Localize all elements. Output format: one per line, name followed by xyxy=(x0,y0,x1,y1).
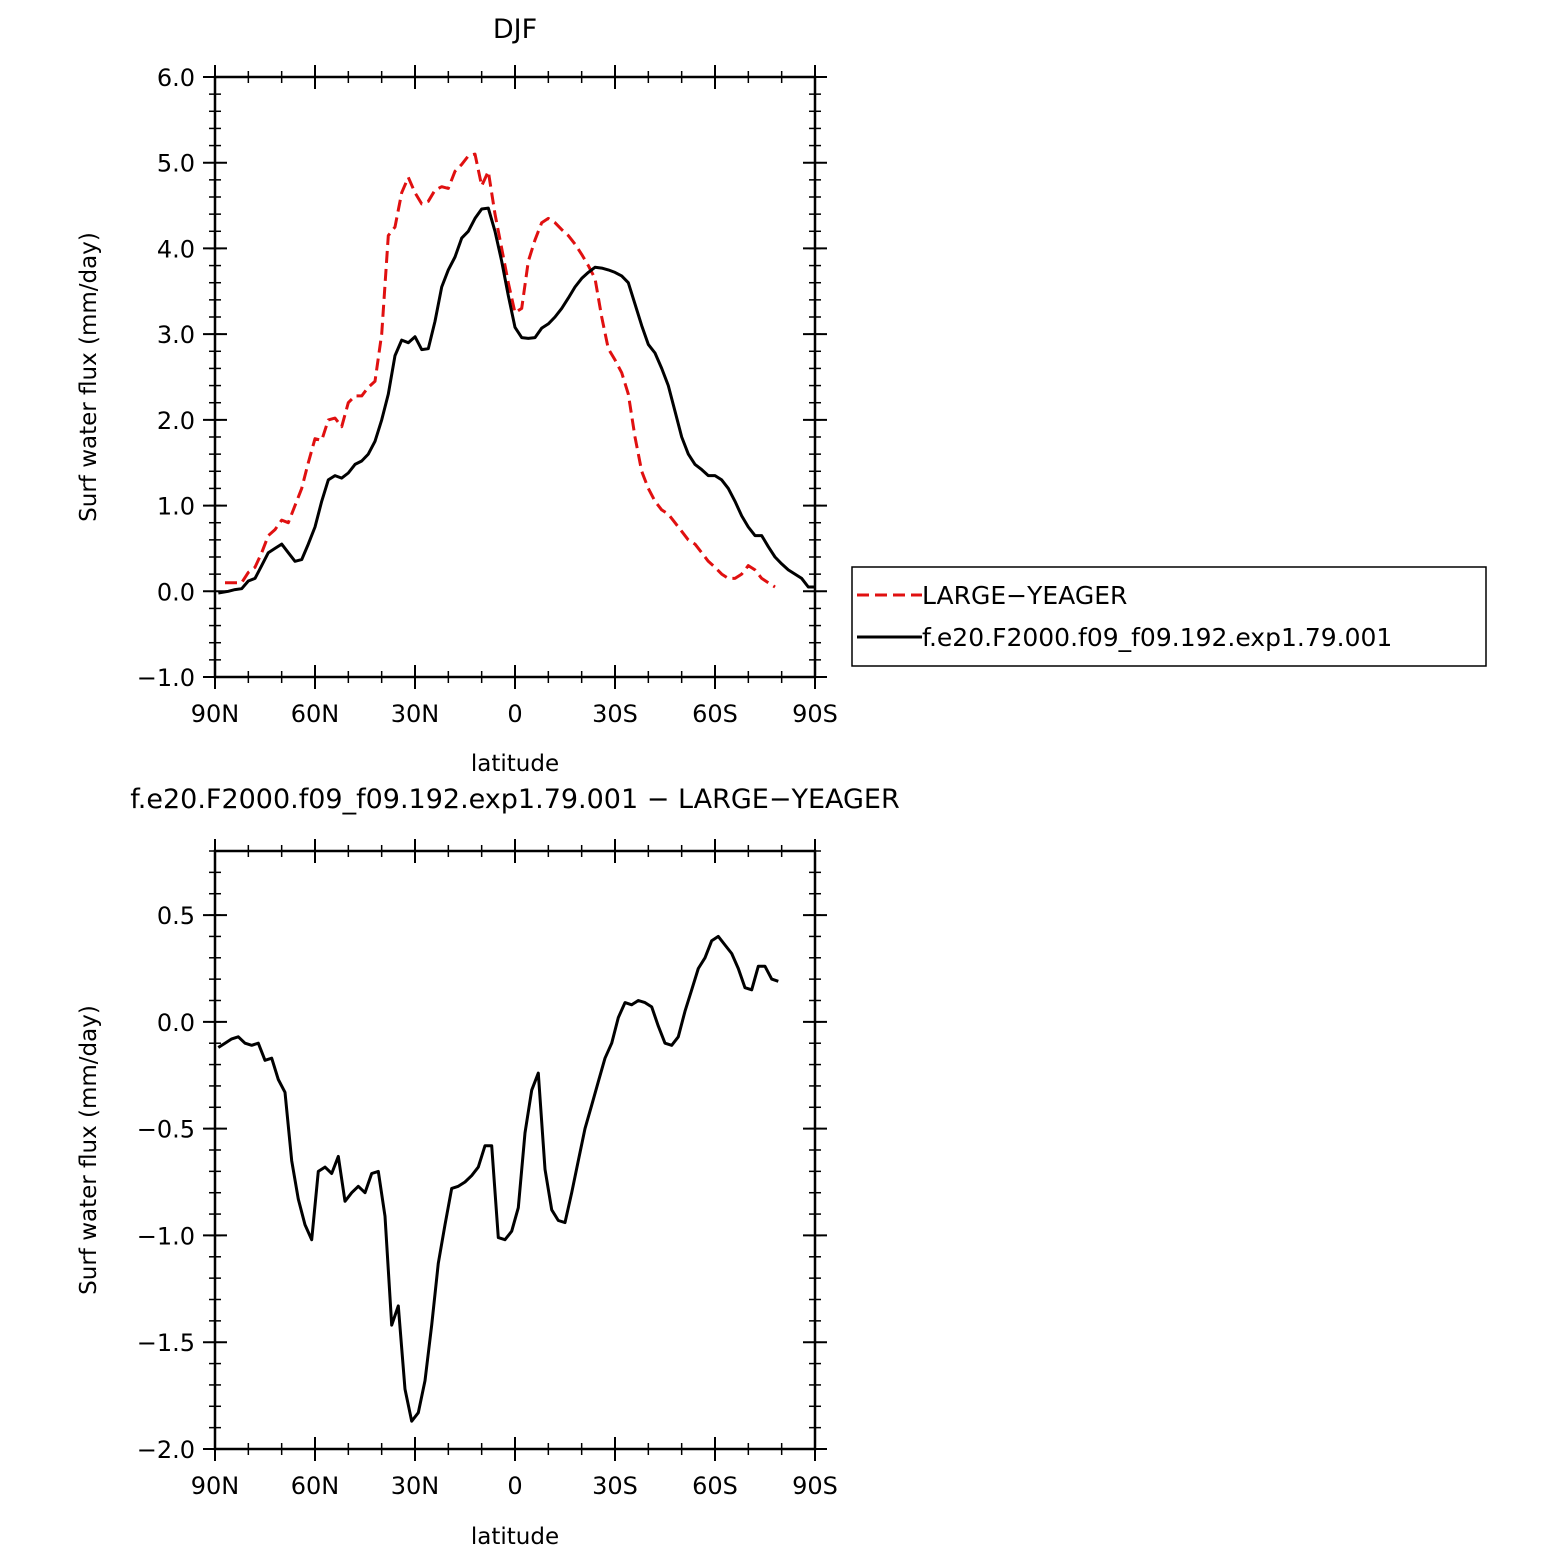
bottom-plot-series xyxy=(217,934,779,1423)
top-xtick-label: 90N xyxy=(191,700,240,728)
top-xtick-label: 60N xyxy=(291,700,340,728)
bottom-series-line-0 xyxy=(217,934,779,1423)
top-xtick-label: 30S xyxy=(592,700,638,728)
top-plot: DJF −1.0 0.0 1.0 2.0 3.0 4.0 5.0 6.0 90N 60N 30N 0 3… xyxy=(76,14,838,777)
top-xtick-label: 0 xyxy=(507,700,522,728)
top-plot-frame xyxy=(213,75,817,679)
bottom-plot-xlabel: latitude xyxy=(471,1524,559,1550)
top-ytick-label: 1.0 xyxy=(157,493,195,521)
top-series-line-0 xyxy=(225,152,776,589)
bottom-xtick-label: 90N xyxy=(191,1472,240,1500)
top-ytick-label: −1.0 xyxy=(137,664,195,692)
top-plot-ticks: −1.0 0.0 1.0 2.0 3.0 4.0 5.0 6.0 90N 60N 30N 0 30S 60… xyxy=(137,64,838,728)
bottom-xtick-label: 60S xyxy=(692,1472,738,1500)
top-ytick-label: 2.0 xyxy=(157,407,195,435)
bottom-plot-ylabel: Surf water flux (mm/day) xyxy=(76,1005,102,1295)
top-xtick-label: 30N xyxy=(391,700,440,728)
legend: LARGE−YEAGER f.e20.F2000.f09_f09.192.exp… xyxy=(851,566,1487,667)
top-xtick-label: 60S xyxy=(692,700,738,728)
bottom-ytick-label: −1.5 xyxy=(137,1329,195,1357)
legend-label-large-yeager: LARGE−YEAGER xyxy=(922,581,1127,610)
top-plot-ylabel: Surf water flux (mm/day) xyxy=(76,232,102,522)
bottom-plot: f.e20.F2000.f09_f09.192.exp1.79.001 − LA… xyxy=(76,784,900,1550)
top-plot-xlabel: latitude xyxy=(471,751,559,777)
top-series-line-1 xyxy=(218,206,815,595)
top-plot-series xyxy=(218,152,815,595)
bottom-ytick-label: 0.5 xyxy=(157,902,195,930)
bottom-plot-frame xyxy=(213,849,817,1451)
legend-label-model: f.e20.F2000.f09_f09.192.exp1.79.001 xyxy=(922,623,1392,652)
bottom-ytick-label: −2.0 xyxy=(137,1436,195,1464)
bottom-xtick-label: 60N xyxy=(291,1472,340,1500)
bottom-xtick-label: 30S xyxy=(592,1472,638,1500)
bottom-ytick-label: −1.0 xyxy=(137,1222,195,1250)
top-plot-title: DJF xyxy=(493,14,537,45)
top-xtick-label: 90S xyxy=(792,700,838,728)
top-ytick-label: 6.0 xyxy=(157,64,195,92)
bottom-xtick-label: 30N xyxy=(391,1472,440,1500)
legend-box xyxy=(851,566,1487,667)
top-ytick-label: 4.0 xyxy=(157,235,195,263)
top-ytick-label: 5.0 xyxy=(157,150,195,178)
top-ytick-label: 0.0 xyxy=(157,578,195,606)
bottom-plot-ticks: −2.0 −1.5 −1.0 −0.5 0.0 0.5 90N 60N 30N 0 30S 60S 90… xyxy=(137,839,838,1500)
bottom-ytick-label: 0.0 xyxy=(157,1009,195,1037)
bottom-xtick-label: 90S xyxy=(792,1472,838,1500)
bottom-plot-title: f.e20.F2000.f09_f09.192.exp1.79.001 − LA… xyxy=(130,784,900,815)
bottom-xtick-label: 0 xyxy=(507,1472,522,1500)
top-ytick-label: 3.0 xyxy=(157,321,195,349)
bottom-ytick-label: −0.5 xyxy=(137,1116,195,1144)
